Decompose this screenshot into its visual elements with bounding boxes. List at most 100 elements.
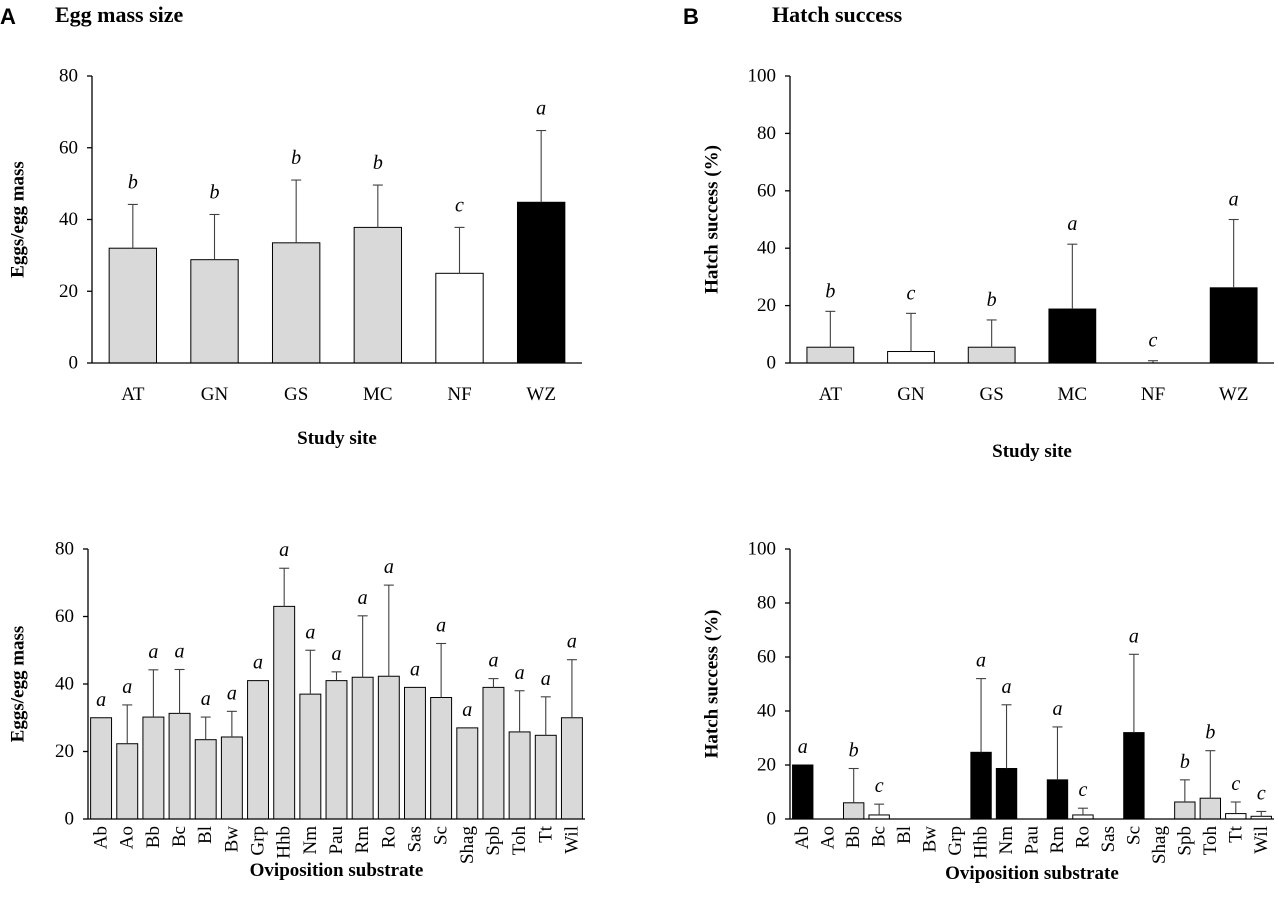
bar-mc	[1048, 308, 1097, 364]
significance-letter-pau: a	[332, 643, 342, 665]
significance-letter-spb: b	[1180, 751, 1190, 773]
significance-letter-ro: c	[1079, 779, 1088, 801]
hatch-substrate-chart: Hatch success (%) 0 20 40 60 80 100 a Ab Ao b Bb c Bc…	[702, 539, 1274, 884]
x-tick-label: MC	[1058, 384, 1088, 405]
y-tick-label: 20	[757, 295, 776, 316]
y-tick-label: 60	[757, 647, 776, 668]
significance-letter-nm: a	[1002, 676, 1012, 698]
significance-letter-hhb: a	[976, 650, 986, 672]
x-tick-label: Shag	[1149, 826, 1170, 865]
significance-letter-wil: a	[567, 631, 577, 653]
x-tick-label: Ao	[117, 826, 138, 849]
bar-mc	[353, 226, 403, 364]
significance-letter-toh: a	[515, 662, 525, 684]
significance-letter-gn: c	[907, 282, 916, 304]
significance-letter-hhb: a	[279, 539, 289, 561]
significance-letter-mc: a	[1067, 213, 1077, 235]
significance-letter-ro: a	[384, 556, 394, 578]
x-tick-label: Spb	[1174, 826, 1195, 856]
x-tick-label: GS	[980, 384, 1004, 405]
significance-letter-grp: a	[253, 652, 263, 674]
significance-letter-tt: a	[541, 668, 551, 690]
x-tick-label: Grp	[945, 826, 966, 856]
bar-grp	[247, 680, 269, 820]
x-tick-label: Bb	[143, 826, 164, 848]
bar-nf	[435, 272, 484, 364]
y-axis-title: Eggs/egg mass	[8, 161, 29, 278]
x-tick-label: GS	[284, 384, 308, 405]
significance-letter-sc: a	[436, 615, 446, 637]
y-tick-label: 20	[757, 755, 776, 776]
y-tick-label: 20	[55, 741, 74, 762]
x-tick-label: MC	[363, 384, 393, 405]
bar-bb	[842, 802, 865, 820]
x-tick-label: Toh	[1200, 826, 1221, 856]
x-tick-label: Shag	[457, 826, 478, 865]
bar-sc	[430, 697, 453, 820]
panel-b-title: Hatch success	[772, 2, 903, 27]
x-tick-label: Pau	[1022, 826, 1043, 855]
significance-letter-gs: b	[291, 147, 301, 169]
significance-letter-mc: b	[373, 152, 383, 174]
x-tick-label: Bw	[920, 826, 941, 853]
bar-at	[108, 247, 158, 364]
egg-substrate-chart: Eggs/egg mass 0 20 40 60 80 a Ab a Ao a Bb a Bc a Bl a Bw…	[8, 539, 585, 881]
x-tick-label: AT	[121, 384, 145, 405]
bar-rm	[1046, 779, 1069, 820]
x-tick-label: Pau	[326, 826, 347, 855]
bar-pau	[325, 680, 348, 820]
x-tick-label: Sas	[1098, 826, 1119, 852]
bar-sc	[1123, 732, 1145, 820]
bar-bl	[194, 739, 217, 820]
bar-bc	[168, 712, 191, 820]
y-tick-label: 60	[59, 137, 78, 158]
x-tick-label: WZ	[1219, 384, 1249, 405]
y-tick-label: 80	[757, 123, 776, 144]
x-axis-title: Study site	[992, 441, 1072, 462]
y-tick-label: 80	[757, 593, 776, 614]
bar-sas	[404, 686, 426, 820]
x-tick-label: Spb	[483, 826, 504, 856]
y-tick-label: 40	[55, 674, 74, 695]
x-tick-label: Wil	[561, 826, 582, 854]
significance-letter-nf: c	[1149, 330, 1158, 352]
x-tick-label: Ab	[792, 826, 813, 849]
bar-tt	[1225, 813, 1247, 820]
bar-gn	[190, 259, 239, 364]
bar-ro	[377, 675, 400, 820]
x-tick-label: Ro	[1072, 826, 1093, 848]
y-tick-label: 100	[748, 66, 777, 87]
x-axis-title: Study site	[297, 428, 377, 449]
bar-at	[806, 346, 855, 364]
significance-letter-bc: a	[175, 640, 185, 662]
y-tick-label: 60	[55, 606, 74, 627]
x-tick-label: Rm	[1047, 826, 1068, 854]
x-tick-label: Tt	[1225, 825, 1246, 843]
x-tick-label: Toh	[509, 826, 530, 856]
bar-wz	[1209, 287, 1258, 364]
x-tick-label: Nm	[300, 826, 321, 855]
significance-letter-bw: a	[227, 682, 237, 704]
y-tick-label: 0	[69, 353, 79, 374]
significance-letter-rm: a	[358, 587, 368, 609]
panel-a-title: Egg mass size	[55, 2, 184, 27]
significance-letter-nf: c	[455, 194, 464, 216]
bar-rm	[351, 676, 374, 820]
x-tick-label: WZ	[526, 384, 556, 405]
x-tick-label: Bc	[169, 826, 190, 847]
significance-letter-gs: b	[987, 289, 997, 311]
bar-tt	[534, 734, 557, 820]
significance-letter-nm: a	[305, 621, 315, 643]
y-tick-label: 80	[55, 539, 74, 560]
bar-ao	[116, 743, 139, 820]
egg-site-chart: Eggs/egg mass 0 20 40 60 80 b AT b GN b GS b MC c NF a WZ…	[8, 66, 582, 449]
bar-spb	[1174, 801, 1196, 820]
y-tick-label: 60	[757, 180, 776, 201]
significance-letter-sc: a	[1129, 625, 1139, 647]
x-tick-label: Sc	[1123, 826, 1144, 845]
y-axis-title: Eggs/egg mass	[8, 626, 29, 743]
y-tick-label: 0	[767, 353, 777, 374]
significance-letter-ab: a	[798, 736, 808, 758]
x-tick-label: Hhb	[971, 826, 992, 859]
